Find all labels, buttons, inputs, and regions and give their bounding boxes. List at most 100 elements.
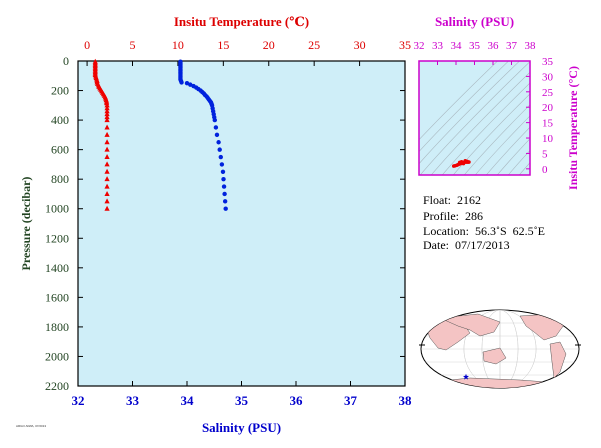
temperature-point: [104, 198, 110, 204]
ts-salinity-tick-label: 32: [414, 40, 425, 52]
salinity-axis-label: Salinity (PSU): [202, 420, 281, 435]
temperature-tick-label: 30: [354, 38, 366, 52]
location: Location: 56.3˚S 62.5˚E: [423, 224, 545, 238]
salinity-point: [216, 140, 221, 145]
ts-point: [465, 159, 469, 164]
density-contour: [419, 61, 530, 175]
temperature-point: [104, 146, 110, 152]
temperature-point: [104, 190, 110, 196]
pressure-tick-label: 1800: [45, 320, 69, 334]
ts-salinity-tick-label: 35: [469, 40, 481, 52]
ts-temperature-tick-label: 30: [542, 71, 554, 83]
temperature-point: [104, 102, 110, 108]
ts-plot-area: [419, 61, 530, 175]
ts-salinity-tick-label: 38: [525, 40, 537, 52]
temperature-point: [104, 183, 110, 189]
salinity-point: [223, 206, 228, 211]
density-contour: [485, 126, 530, 175]
map-meridian: [463, 310, 537, 388]
pressure-tick-label: 1600: [45, 290, 69, 304]
pressure-tick-label: 2000: [45, 349, 69, 363]
temperature-tick-label: 15: [217, 38, 229, 52]
salinity-point: [179, 80, 184, 85]
density-contour: [419, 61, 510, 153]
pressure-tick-label: 400: [51, 113, 69, 127]
temperature-point: [104, 154, 110, 160]
salinity-point: [220, 169, 226, 174]
salinity-tick-label: 35: [235, 393, 249, 408]
pressure-tick-label: 2200: [45, 379, 69, 393]
float-location-star: [463, 373, 469, 380]
pressure-tick-label: 200: [51, 84, 69, 98]
density-contour: [529, 174, 530, 175]
pressure-tick-label: 1400: [45, 261, 69, 275]
salinity-point: [213, 125, 219, 130]
ts-temperature-tick-label: 35: [542, 56, 554, 68]
salinity-point: [222, 199, 228, 204]
ts-diagram: 32 33 34 35 36 37 38 Salinity (PSU) 0 5 10 15 20 25 30…: [414, 14, 581, 190]
ts-salinity-tick-label: 34: [451, 40, 463, 52]
density-contour: [452, 93, 530, 175]
temperature-point: [104, 117, 110, 123]
temperature-point: [104, 111, 110, 117]
salinity-tick-label: 36: [290, 393, 304, 408]
temperature-tick-label: 25: [308, 38, 320, 52]
footer-stamp: ARGO-NIWA, 07/2013: [16, 424, 47, 428]
salinity-tick-label: 38: [399, 393, 413, 408]
density-contour: [518, 162, 530, 175]
ts-salinity-tick-label: 37: [506, 40, 518, 52]
density-contour: [463, 104, 530, 175]
temperature-point: [104, 100, 110, 106]
pressure-axis-label: Pressure (decibar): [19, 177, 33, 271]
temperature-point: [104, 131, 110, 137]
pressure-tick-label: 0: [63, 54, 69, 68]
temperature-tick-label: 10: [172, 38, 184, 52]
location-map: [419, 309, 581, 389]
ts-temperature-tick-label: 5: [542, 148, 548, 160]
temperature-point: [104, 161, 110, 167]
ts-salinity-axis-label: Salinity (PSU): [435, 14, 514, 29]
temperature-point: [104, 108, 110, 114]
plot-area: [77, 60, 406, 387]
ts-temperature-axis-label: Insitu Temperature (°C): [566, 66, 580, 190]
temperature-tick-label: 20: [263, 38, 275, 52]
main-profile-plot: 0200400600800100012001400160018002000220…: [19, 14, 412, 435]
salinity-point: [188, 82, 193, 87]
map-meridian: [481, 310, 519, 388]
salinity-point: [214, 132, 220, 138]
salinity-tick-label: 33: [126, 393, 140, 408]
density-contour: [430, 71, 530, 175]
density-contour: [496, 138, 530, 175]
density-contours: [419, 61, 530, 175]
temperature-point: [104, 124, 110, 130]
salinity-point: [218, 154, 223, 160]
pressure-tick-label: 1200: [45, 231, 69, 245]
temperature-tick-label: 0: [84, 38, 90, 52]
temperature-point: [104, 139, 110, 145]
ts-temperature-tick-label: 0: [542, 164, 548, 176]
salinity-tick-label: 32: [72, 393, 85, 408]
salinity-tick-label: 34: [181, 393, 195, 408]
ts-temperature-tick-label: 20: [542, 102, 554, 114]
map-continent-asia: [439, 313, 501, 337]
density-contour: [419, 61, 499, 141]
temperature-point: [104, 176, 110, 182]
density-contour: [441, 82, 530, 175]
density-contour: [507, 150, 530, 175]
ts-temperature-tick-label: 15: [542, 118, 554, 130]
profile-number: Profile: 286: [423, 209, 483, 223]
temperature-point: [104, 114, 110, 120]
float-id: Float: 2162: [423, 193, 482, 207]
ts-temperature-tick-label: 10: [542, 133, 554, 145]
pressure-tick-label: 1000: [45, 202, 69, 216]
salinity-point: [184, 80, 190, 86]
salinity-tick-label: 37: [344, 393, 358, 408]
temperature-point: [104, 205, 110, 211]
temperature-tick-label: 5: [130, 38, 136, 52]
map-continent-australia: [482, 347, 507, 365]
temperature-axis-label: Insitu Temperature (℃): [174, 14, 309, 29]
date: Date: 07/17/2013: [423, 238, 510, 252]
salinity-point: [221, 176, 226, 182]
salinity-point: [217, 147, 222, 152]
temperature-point: [104, 105, 110, 111]
